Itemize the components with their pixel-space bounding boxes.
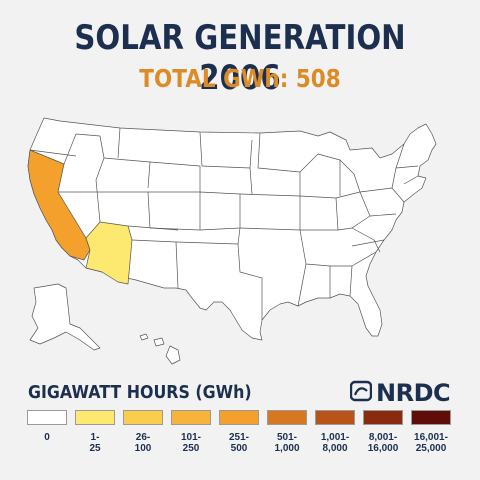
legend-range-label: 0 [44, 432, 50, 443]
map-subtitle: TOTAL GWh: 508 [139, 64, 341, 93]
map-title: SOLAR GENERATION 2006 [74, 18, 406, 98]
legend-swatch [75, 410, 115, 425]
nrdc-logo-icon [349, 380, 373, 407]
legend: 0 1- 25 26- 100 101- 250 251- 500 501- 1,000 1… [27, 410, 457, 470]
legend-swatch [123, 410, 163, 425]
nrdc-logo: NRDC [349, 379, 451, 407]
legend-swatch [315, 410, 355, 425]
legend-range-label: 101- 250 [180, 432, 201, 454]
us-map [0, 88, 480, 378]
legend-title: GIGAWATT HOURS (GWh) [28, 382, 252, 403]
logo-text: NRDC [376, 379, 451, 407]
state-borders [29, 127, 419, 320]
legend-swatch [27, 410, 67, 425]
legend-range-label: 251- 500 [228, 432, 249, 454]
legend-swatch [411, 410, 451, 425]
legend-range-label: 8,001- 16,000 [367, 432, 399, 454]
legend-swatch [267, 410, 307, 425]
legend-swatch [171, 410, 211, 425]
legend-range-label: 1,001- 8,000 [320, 432, 350, 454]
state-arizona [85, 221, 133, 285]
us-outline [27, 117, 437, 341]
legend-range-label: 26- 100 [134, 432, 152, 454]
state-california [27, 149, 91, 261]
legend-swatch [219, 410, 259, 425]
legend-swatch [363, 410, 403, 425]
legend-range-label: 1- 25 [89, 432, 101, 454]
state-hawaii [139, 333, 181, 365]
legend-range-label: 16,001- 25,000 [414, 432, 448, 454]
legend-range-label: 501- 1,000 [274, 432, 300, 454]
state-alaska [29, 283, 101, 351]
